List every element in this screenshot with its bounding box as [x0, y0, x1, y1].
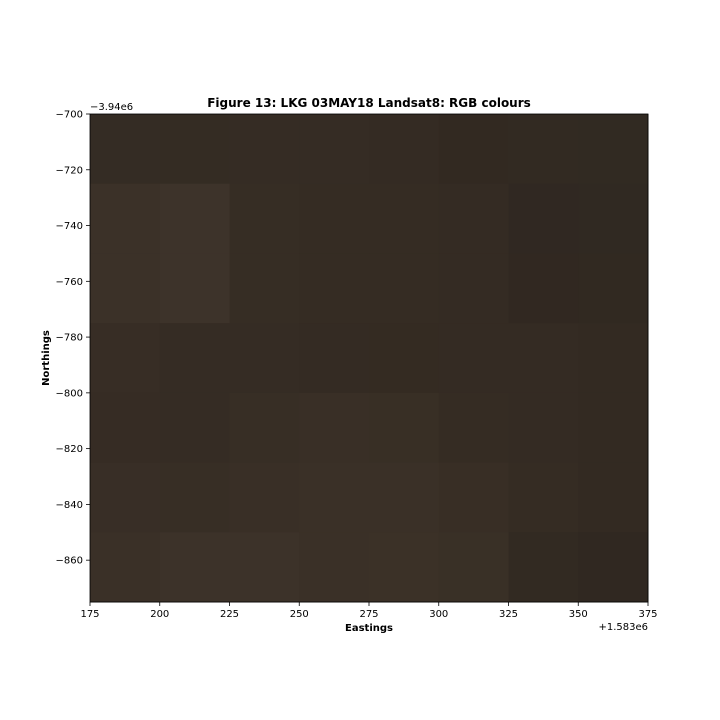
- raster-cell: [508, 532, 579, 603]
- raster-cell: [229, 392, 300, 464]
- raster-cell: [229, 532, 300, 603]
- y-tick-label: −820: [56, 444, 83, 455]
- raster-cell: [159, 323, 230, 394]
- raster-cell: [159, 392, 230, 464]
- y-tick-label: −840: [56, 500, 83, 511]
- raster-cell: [159, 462, 230, 533]
- raster-cell: [578, 183, 649, 254]
- raster-cell: [159, 183, 230, 254]
- raster-cell: [508, 323, 579, 394]
- raster-cell: [508, 253, 579, 324]
- y-tick-label: −780: [56, 333, 83, 344]
- y-tick-label: −700: [56, 110, 83, 121]
- raster-cell: [438, 392, 509, 464]
- y-tick-label: −740: [56, 221, 83, 232]
- x-tick-label: 300: [429, 609, 448, 620]
- x-tick-label: 200: [150, 609, 169, 620]
- raster-cell: [369, 114, 440, 185]
- raster-cell: [438, 183, 509, 254]
- x-tick-label: 225: [220, 609, 239, 620]
- raster-cell: [90, 253, 161, 324]
- raster-cell: [299, 392, 370, 464]
- raster-cell: [299, 462, 370, 533]
- y-ticks: −700 −720 −740 −760 −780 −800 −820 −840 −860: [56, 110, 90, 567]
- y-tick-label: −720: [56, 165, 83, 176]
- y-offset-label: −3.94e6: [90, 102, 133, 113]
- x-tick-label: 375: [638, 609, 657, 620]
- raster-cell: [369, 183, 440, 254]
- raster-cell: [299, 183, 370, 254]
- raster-cell: [508, 183, 579, 254]
- y-tick-label: −800: [56, 388, 83, 399]
- raster-cell: [369, 462, 440, 533]
- x-tick-label: 175: [80, 609, 99, 620]
- x-tick-label: 325: [499, 609, 518, 620]
- raster-cell: [90, 462, 161, 533]
- raster-cell: [229, 114, 300, 185]
- chart-title: Figure 13: LKG 03MAY18 Landsat8: RGB col…: [207, 96, 531, 110]
- raster-cell: [229, 253, 300, 324]
- raster-cell: [90, 323, 161, 394]
- raster-cell: [508, 114, 579, 185]
- raster-cell: [299, 114, 370, 185]
- raster-cell: [369, 532, 440, 603]
- raster-cell: [90, 392, 161, 464]
- x-ticks: 175 200 225 250 275 300 325 350 375: [80, 602, 658, 620]
- raster-cell: [90, 114, 161, 185]
- raster-cell: [508, 462, 579, 533]
- y-tick-label: −760: [56, 277, 83, 288]
- y-axis-label: Northings: [41, 330, 52, 386]
- y-tick-label: −860: [56, 556, 83, 567]
- raster-cell: [369, 392, 440, 464]
- raster-cell: [299, 323, 370, 394]
- raster-cell: [159, 532, 230, 603]
- raster-cell: [438, 462, 509, 533]
- raster-cell: [90, 183, 161, 254]
- raster-cell: [578, 462, 649, 533]
- raster-cell: [578, 532, 649, 603]
- raster-cell: [578, 253, 649, 324]
- raster-cell: [438, 114, 509, 185]
- x-tick-label: 275: [359, 609, 378, 620]
- x-tick-label: 350: [569, 609, 588, 620]
- raster-cell: [369, 323, 440, 394]
- raster-cell: [299, 532, 370, 603]
- raster-cell: [438, 532, 509, 603]
- raster-cell: [159, 253, 230, 324]
- raster-cell: [438, 253, 509, 324]
- raster-cell: [438, 323, 509, 394]
- x-tick-label: 250: [290, 609, 309, 620]
- raster-cells: [90, 114, 649, 603]
- raster-cell: [578, 114, 649, 185]
- x-offset-label: +1.583e6: [598, 622, 648, 633]
- raster-cell: [299, 253, 370, 324]
- raster-cell: [508, 392, 579, 464]
- raster-cell: [578, 323, 649, 394]
- raster-cell: [90, 532, 161, 603]
- raster-cell: [578, 392, 649, 464]
- raster-cell: [229, 183, 300, 254]
- raster-cell: [229, 462, 300, 533]
- raster-cell: [159, 114, 230, 185]
- x-axis-label: Eastings: [345, 623, 393, 634]
- raster-cell: [369, 253, 440, 324]
- raster-cell: [229, 323, 300, 394]
